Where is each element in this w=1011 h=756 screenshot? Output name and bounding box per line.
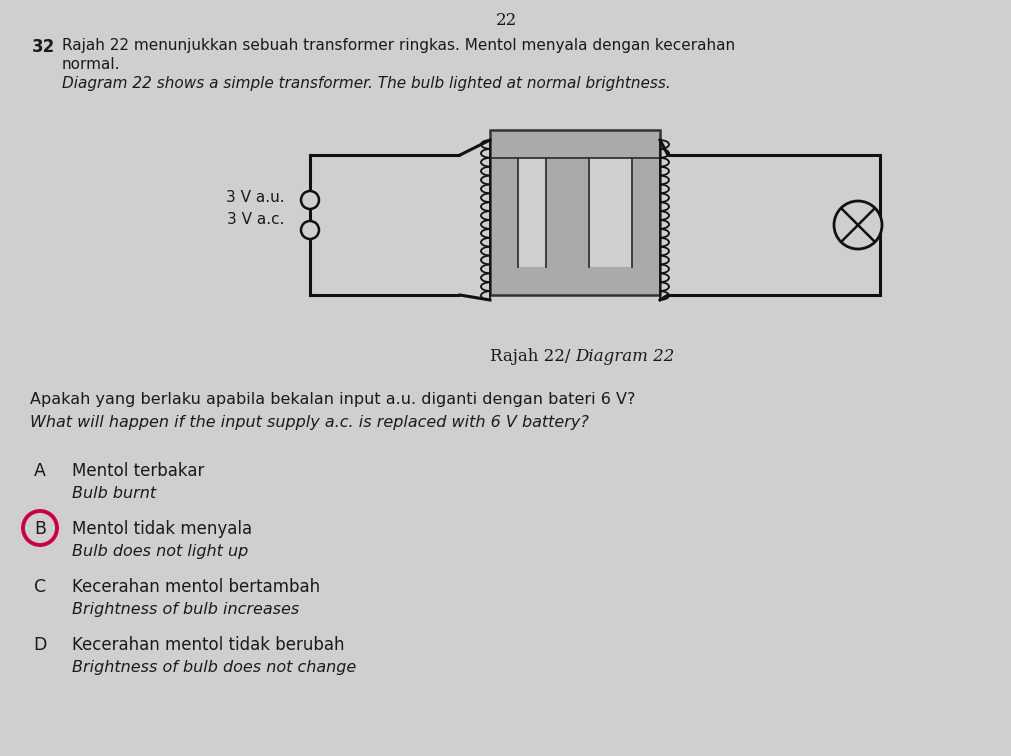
Circle shape (300, 191, 318, 209)
Bar (518, 158, 546, 267)
Text: Rajah 22 menunjukkan sebuah transformer ringkas. Mentol menyala dengan kecerahan: Rajah 22 menunjukkan sebuah transformer … (62, 38, 734, 53)
Text: Bulb burnt: Bulb burnt (72, 486, 156, 501)
Text: What will happen if the input supply a.c. is replaced with 6 V battery?: What will happen if the input supply a.c… (30, 415, 588, 430)
Text: Mentol terbakar: Mentol terbakar (72, 462, 204, 480)
Text: D: D (33, 636, 47, 654)
Circle shape (300, 221, 318, 239)
Text: Diagram 22: Diagram 22 (574, 348, 673, 365)
Text: 3 V a.u.: 3 V a.u. (226, 191, 285, 206)
Text: C: C (34, 578, 47, 596)
Text: Mentol tidak menyala: Mentol tidak menyala (72, 520, 252, 538)
Text: Diagram 22 shows a simple transformer. The bulb lighted at normal brightness.: Diagram 22 shows a simple transformer. T… (62, 76, 670, 91)
Text: 3 V a.c.: 3 V a.c. (227, 212, 285, 228)
Text: Kecerahan mentol bertambah: Kecerahan mentol bertambah (72, 578, 319, 596)
Text: A: A (34, 462, 45, 480)
Text: 22: 22 (495, 12, 516, 29)
Circle shape (833, 201, 882, 249)
Bar (489, 130, 659, 295)
Text: Rajah 22/: Rajah 22/ (489, 348, 575, 365)
Text: normal.: normal. (62, 57, 120, 72)
Text: Kecerahan mentol tidak berubah: Kecerahan mentol tidak berubah (72, 636, 344, 654)
Bar (588, 158, 632, 267)
Text: Brightness of bulb increases: Brightness of bulb increases (72, 602, 299, 617)
Text: Brightness of bulb does not change: Brightness of bulb does not change (72, 660, 356, 675)
Text: Apakah yang berlaku apabila bekalan input a.u. diganti dengan bateri 6 V?: Apakah yang berlaku apabila bekalan inpu… (30, 392, 635, 407)
Text: 32: 32 (32, 38, 56, 56)
Text: B: B (34, 520, 45, 538)
Text: Bulb does not light up: Bulb does not light up (72, 544, 248, 559)
